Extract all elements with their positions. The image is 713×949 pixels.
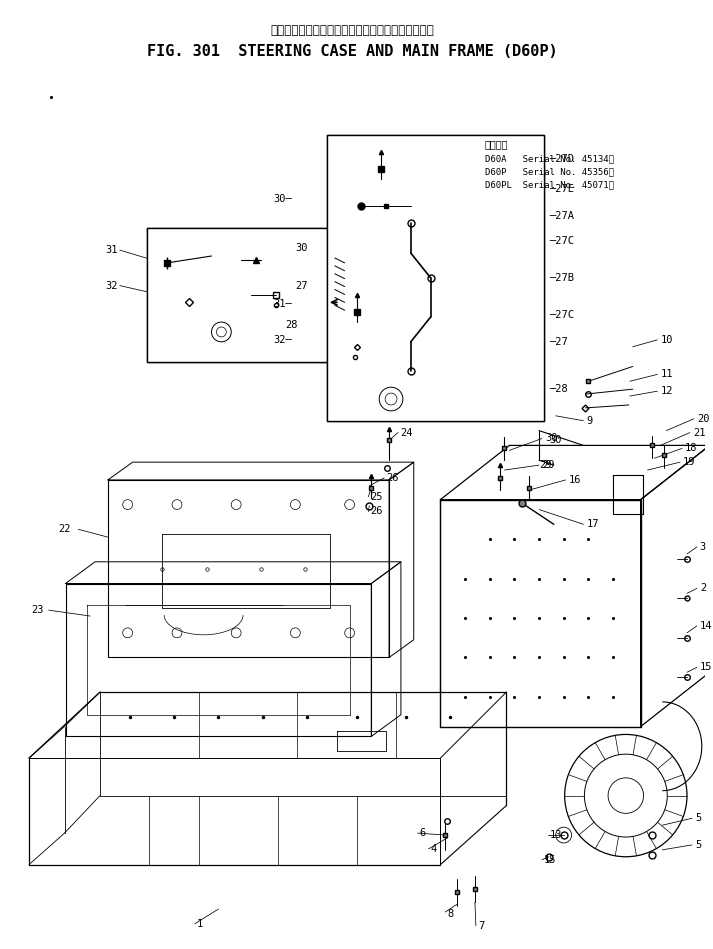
Text: 24: 24 <box>400 428 412 437</box>
Text: D60P   Serial No. 45356～: D60P Serial No. 45356～ <box>485 168 614 177</box>
Text: 29: 29 <box>542 460 555 470</box>
Text: 9: 9 <box>586 416 593 426</box>
Text: 21: 21 <box>693 428 705 437</box>
Text: 31─: 31─ <box>274 299 292 309</box>
Text: 5: 5 <box>695 813 701 824</box>
Text: D60A   Serial No. 45134～: D60A Serial No. 45134～ <box>485 155 614 164</box>
Text: 30: 30 <box>549 436 561 445</box>
Text: ─27A: ─27A <box>549 211 574 220</box>
Text: 14: 14 <box>700 621 712 631</box>
Text: ─27C: ─27C <box>549 310 574 320</box>
Text: 15: 15 <box>700 662 712 672</box>
Text: 28: 28 <box>285 320 298 330</box>
Text: 29: 29 <box>539 460 552 470</box>
Text: ─27B: ─27B <box>549 272 574 283</box>
Text: 18: 18 <box>685 443 697 454</box>
Text: 1: 1 <box>197 919 203 929</box>
Text: 25: 25 <box>370 492 383 502</box>
Text: 30: 30 <box>545 434 558 443</box>
Text: 16: 16 <box>568 474 581 485</box>
Text: 26: 26 <box>370 507 383 516</box>
Text: ─27C: ─27C <box>549 236 574 246</box>
Text: 19: 19 <box>683 457 696 467</box>
Text: 26: 26 <box>386 473 399 483</box>
Text: 4: 4 <box>431 844 437 854</box>
Text: D60PL  Serial No. 45071～: D60PL Serial No. 45071～ <box>485 180 614 190</box>
Text: 30: 30 <box>295 243 308 253</box>
Text: ステアリング　ケース　および　メイン　フレーム: ステアリング ケース および メイン フレーム <box>271 24 434 37</box>
Text: FIG. 301  STEERING CASE AND MAIN FRAME (D60P): FIG. 301 STEERING CASE AND MAIN FRAME (D… <box>148 44 558 59</box>
Text: ─27D: ─27D <box>549 155 574 164</box>
Text: 22: 22 <box>58 524 71 534</box>
Text: 8: 8 <box>447 909 453 919</box>
Polygon shape <box>148 229 340 362</box>
Text: 適用号機: 適用号機 <box>485 140 508 150</box>
Text: 3: 3 <box>700 542 706 552</box>
Text: ─27: ─27 <box>549 337 568 346</box>
Text: 7: 7 <box>478 921 484 931</box>
Text: 23: 23 <box>31 605 43 615</box>
Text: 32: 32 <box>106 281 118 290</box>
Text: 17: 17 <box>586 519 599 530</box>
Text: ─27E: ─27E <box>549 184 574 194</box>
Text: 12: 12 <box>660 386 673 396</box>
Text: 32─: 32─ <box>274 335 292 344</box>
Text: 11: 11 <box>660 369 673 380</box>
Text: ─28: ─28 <box>549 384 568 394</box>
Text: 30─: 30─ <box>274 194 292 204</box>
Text: 13: 13 <box>550 830 563 840</box>
Text: 27: 27 <box>295 281 308 290</box>
Text: 31: 31 <box>106 245 118 255</box>
Text: 20: 20 <box>697 414 709 424</box>
Text: 6: 6 <box>420 828 426 838</box>
Text: 15: 15 <box>544 855 556 865</box>
Text: 2: 2 <box>700 584 706 593</box>
Polygon shape <box>327 135 544 420</box>
Text: 10: 10 <box>660 335 673 344</box>
Text: 5: 5 <box>695 840 701 850</box>
